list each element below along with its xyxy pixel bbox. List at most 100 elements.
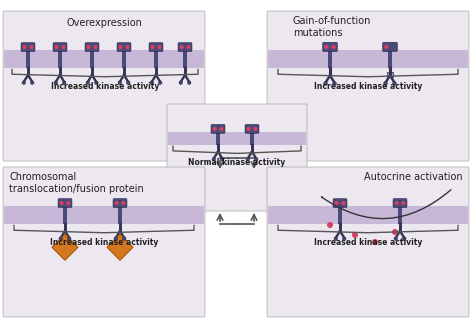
Circle shape bbox=[253, 127, 257, 131]
Circle shape bbox=[333, 82, 336, 85]
Circle shape bbox=[22, 45, 27, 49]
FancyBboxPatch shape bbox=[267, 11, 469, 161]
Text: Autocrine activation: Autocrine activation bbox=[365, 172, 463, 182]
Circle shape bbox=[59, 237, 63, 240]
Circle shape bbox=[59, 201, 64, 205]
Circle shape bbox=[246, 158, 249, 161]
Text: Gain-of-function
mutations: Gain-of-function mutations bbox=[293, 16, 371, 38]
Bar bbox=[216, 132, 220, 145]
Circle shape bbox=[324, 44, 328, 49]
FancyBboxPatch shape bbox=[3, 167, 205, 317]
Text: Increased kinase activity: Increased kinase activity bbox=[51, 82, 159, 91]
Circle shape bbox=[188, 81, 191, 84]
Polygon shape bbox=[107, 234, 133, 260]
Circle shape bbox=[125, 45, 129, 49]
Circle shape bbox=[352, 232, 358, 238]
Circle shape bbox=[255, 158, 258, 161]
FancyBboxPatch shape bbox=[149, 43, 163, 52]
Circle shape bbox=[394, 237, 398, 240]
Bar bbox=[268, 206, 468, 224]
Bar bbox=[398, 206, 401, 224]
Bar bbox=[155, 51, 158, 68]
Circle shape bbox=[86, 45, 91, 49]
Circle shape bbox=[324, 82, 328, 85]
Circle shape bbox=[157, 45, 162, 49]
Circle shape bbox=[118, 45, 123, 49]
Bar bbox=[122, 51, 126, 68]
Circle shape bbox=[341, 201, 346, 205]
Circle shape bbox=[343, 237, 346, 240]
Circle shape bbox=[150, 45, 155, 49]
Text: Chromosomal
translocation/fusion protein: Chromosomal translocation/fusion protein bbox=[9, 172, 144, 194]
Circle shape bbox=[383, 82, 387, 85]
Circle shape bbox=[63, 81, 66, 84]
FancyBboxPatch shape bbox=[167, 104, 307, 211]
Bar bbox=[328, 51, 332, 68]
Circle shape bbox=[93, 45, 98, 49]
Bar bbox=[4, 51, 204, 68]
Text: Overexpression: Overexpression bbox=[66, 18, 142, 28]
Circle shape bbox=[115, 201, 118, 205]
Circle shape bbox=[219, 127, 224, 131]
Circle shape bbox=[118, 81, 121, 84]
FancyBboxPatch shape bbox=[323, 42, 337, 52]
Polygon shape bbox=[52, 234, 78, 260]
Circle shape bbox=[186, 45, 191, 49]
Circle shape bbox=[179, 81, 182, 84]
Circle shape bbox=[94, 81, 98, 84]
FancyBboxPatch shape bbox=[333, 199, 347, 207]
FancyBboxPatch shape bbox=[245, 124, 259, 133]
Circle shape bbox=[327, 222, 333, 228]
FancyBboxPatch shape bbox=[117, 43, 131, 52]
Circle shape bbox=[29, 45, 34, 49]
Circle shape bbox=[335, 201, 339, 205]
Circle shape bbox=[61, 45, 65, 49]
Circle shape bbox=[180, 45, 184, 49]
Circle shape bbox=[392, 82, 396, 85]
Circle shape bbox=[220, 158, 224, 161]
Circle shape bbox=[331, 44, 336, 49]
Circle shape bbox=[66, 201, 71, 205]
Text: Increased kinase activity: Increased kinase activity bbox=[314, 82, 422, 91]
FancyArrowPatch shape bbox=[321, 190, 451, 219]
FancyBboxPatch shape bbox=[85, 43, 99, 52]
FancyBboxPatch shape bbox=[178, 43, 192, 52]
Bar bbox=[250, 132, 254, 145]
Bar bbox=[168, 132, 306, 145]
Circle shape bbox=[121, 201, 126, 205]
Circle shape bbox=[392, 229, 398, 235]
Bar bbox=[4, 206, 204, 224]
Circle shape bbox=[401, 201, 406, 205]
Circle shape bbox=[158, 81, 162, 84]
Circle shape bbox=[86, 81, 90, 84]
Circle shape bbox=[55, 45, 59, 49]
Bar bbox=[64, 206, 67, 224]
Circle shape bbox=[334, 237, 337, 240]
FancyBboxPatch shape bbox=[113, 199, 127, 207]
Bar bbox=[338, 206, 342, 224]
Circle shape bbox=[123, 237, 126, 240]
Circle shape bbox=[114, 237, 118, 240]
Circle shape bbox=[30, 81, 34, 84]
Circle shape bbox=[22, 81, 26, 84]
Bar bbox=[26, 51, 30, 68]
Circle shape bbox=[384, 44, 389, 49]
Circle shape bbox=[68, 237, 71, 240]
FancyBboxPatch shape bbox=[211, 124, 225, 133]
Circle shape bbox=[246, 127, 251, 131]
Bar bbox=[387, 72, 392, 77]
Bar bbox=[118, 206, 122, 224]
Circle shape bbox=[212, 127, 217, 131]
Circle shape bbox=[394, 201, 399, 205]
Circle shape bbox=[402, 237, 406, 240]
Bar bbox=[268, 51, 468, 68]
Circle shape bbox=[150, 81, 154, 84]
Circle shape bbox=[54, 81, 57, 84]
Text: Increased kinase activity: Increased kinase activity bbox=[50, 238, 158, 247]
FancyBboxPatch shape bbox=[58, 199, 72, 207]
FancyBboxPatch shape bbox=[267, 167, 469, 317]
Circle shape bbox=[372, 239, 378, 245]
FancyBboxPatch shape bbox=[3, 11, 205, 161]
FancyBboxPatch shape bbox=[21, 43, 35, 52]
Bar bbox=[58, 51, 62, 68]
